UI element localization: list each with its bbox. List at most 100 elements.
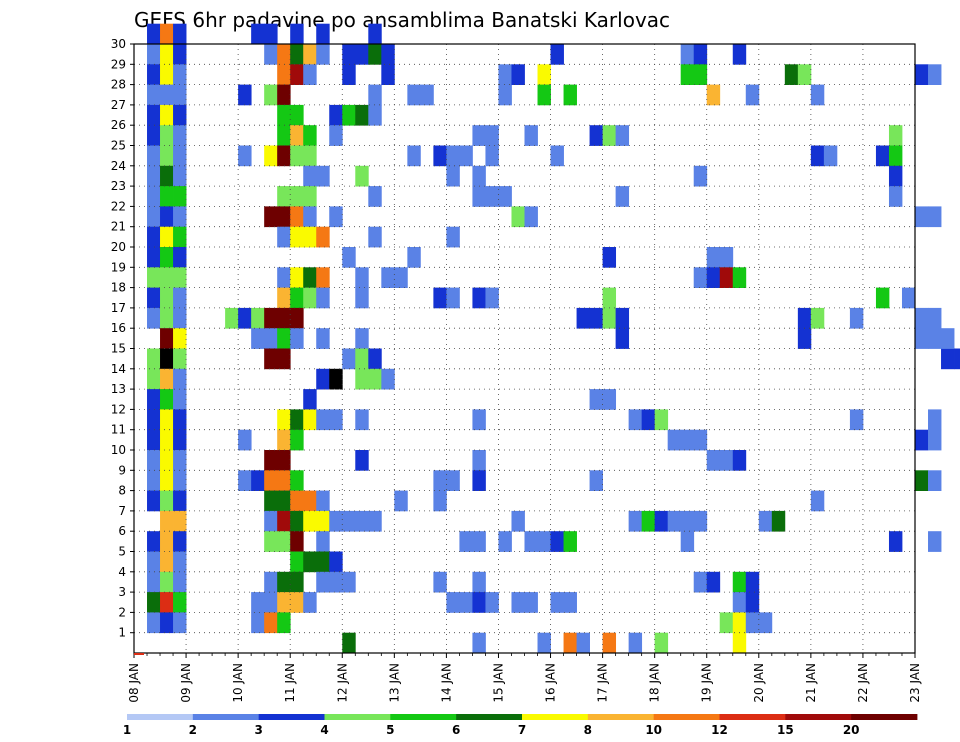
heatmap-cell [550,44,564,65]
heatmap-cell [160,206,174,228]
heatmap-cell [277,510,291,532]
heatmap-cell [928,307,942,329]
heatmap-cell [472,450,486,471]
heatmap-cell [680,429,695,451]
heatmap-cell [446,287,460,309]
heatmap-cell [654,409,669,431]
heatmap-cell [147,23,161,45]
heatmap-cell [810,145,825,167]
heatmap-cell [303,267,317,288]
heatmap-cell [238,145,252,167]
heatmap-cell [680,510,695,532]
heatmap-cell [147,247,161,268]
heatmap-cell [264,348,278,370]
heatmap-cell [524,206,538,228]
heatmap-cell [173,450,187,471]
y-tick-label: 5 [118,545,126,559]
heatmap-cell [277,226,291,248]
heatmap-cell [173,145,187,167]
colorbar-label: 4 [320,723,328,737]
heatmap-cell [251,307,265,329]
heatmap-cell [147,470,161,491]
heatmap-cell [342,348,356,370]
heatmap-cell [264,571,278,593]
heatmap-cell [173,551,187,573]
heatmap-cell [173,226,187,248]
heatmap-cell [290,328,304,349]
heatmap-cell [758,510,773,532]
heatmap-cell [316,510,330,532]
heatmap-cell [368,368,382,390]
heatmap-cell [316,23,330,45]
heatmap-cell [498,64,512,85]
heatmap-cell [147,571,161,593]
heatmap-cell [173,490,187,512]
heatmap-cell [264,470,278,491]
heatmap-cell [264,206,278,228]
heatmap-cell [173,612,187,634]
colorbar-swatch [587,714,655,720]
heatmap-cell [160,389,174,410]
heatmap-cell [316,490,330,512]
heatmap-cell [303,145,317,167]
heatmap-cell [732,612,747,634]
heatmap-cell [342,247,356,268]
heatmap-cell [160,348,174,370]
heatmap-cell [342,510,356,532]
heatmap-cell [251,470,265,491]
y-tick-label: 8 [118,484,126,498]
heatmap-cell [446,592,460,613]
x-tick-label: 15 JAN [491,663,505,703]
heatmap-cell [160,64,174,85]
heatmap-cell [472,632,486,654]
heatmap-cell [407,145,421,167]
colorbar-swatch [456,714,523,720]
heatmap-cell [264,592,278,613]
heatmap-cell [511,510,525,532]
heatmap-cell [277,64,291,85]
heatmap-cell [173,510,187,532]
heatmap-cell [602,389,617,410]
heatmap-cell [706,450,721,471]
y-tick-label: 17 [111,301,126,315]
heatmap-cell [316,287,330,309]
heatmap-cell [719,247,734,268]
heatmap-cell [238,429,252,451]
heatmap-cell [173,389,187,410]
heatmap-cell [849,409,864,431]
heatmap-cell [407,247,421,268]
heatmap-cell [173,64,187,85]
heatmap-cell [745,571,760,593]
heatmap-cell [225,307,239,329]
heatmap-cell [537,84,551,106]
heatmap-cell [147,186,161,207]
heatmap-cell [928,328,942,349]
y-tick-label: 10 [111,443,126,457]
heatmap-cell [160,328,174,349]
heatmap-cell [264,145,278,167]
x-tick-label: 20 JAN [752,663,766,703]
heatmap-cell [498,84,512,106]
x-tick-label: 17 JAN [596,663,610,703]
heatmap-cell [368,104,382,126]
heatmap-cell [160,165,174,187]
heatmap-cell [147,206,161,228]
heatmap-cell [732,571,747,593]
heatmap-cell [355,328,369,349]
heatmap-cell [173,44,187,65]
heatmap-cell [888,186,903,207]
heatmap-cell [160,368,174,390]
heatmap-cell [550,145,564,167]
heatmap-cell [888,531,903,552]
heatmap-cell [277,267,291,288]
heatmap-cell [355,368,369,390]
heatmap-cell [537,632,551,654]
heatmap-cell [472,125,486,146]
heatmap-cell [368,510,382,532]
heatmap-cell [875,145,890,167]
heatmap-cell [355,267,369,288]
x-tick-label: 21 JAN [804,663,818,703]
heatmap-cell [888,125,903,146]
heatmap-cell [251,23,265,45]
heatmap-cell [355,44,369,65]
